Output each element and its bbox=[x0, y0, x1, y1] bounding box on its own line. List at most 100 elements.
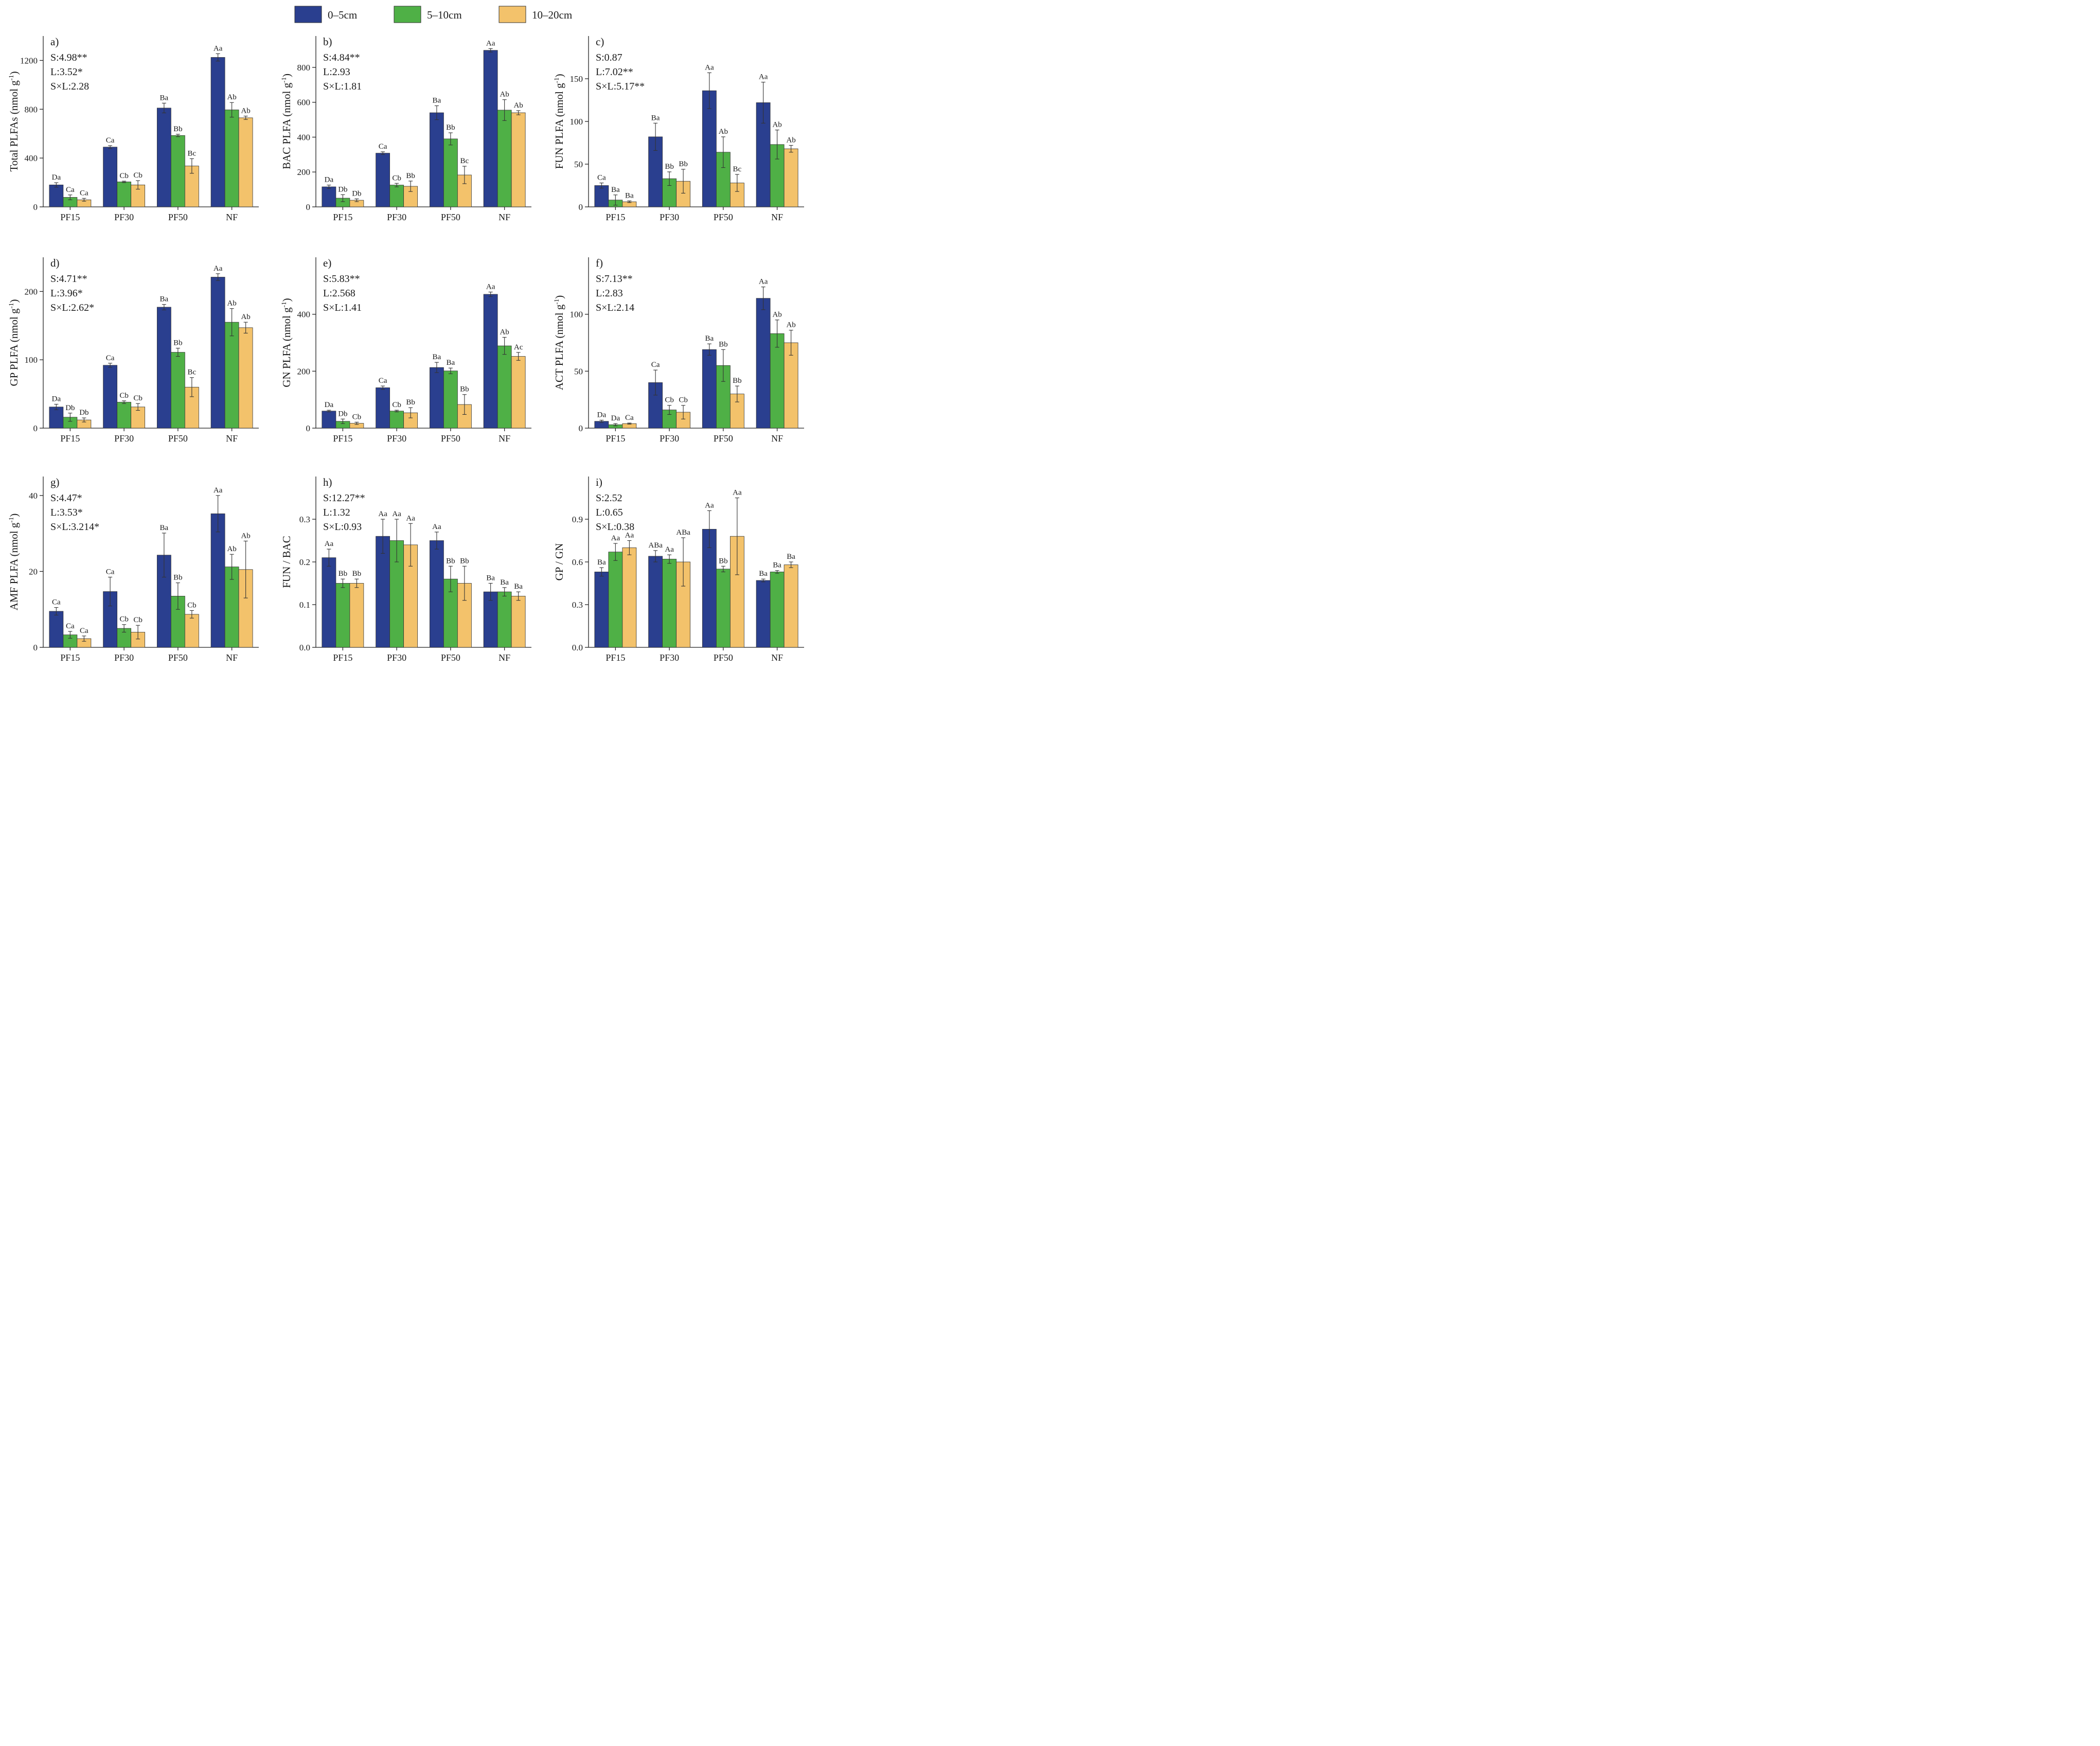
bar bbox=[210, 57, 225, 207]
significance-label: Aa bbox=[705, 501, 714, 509]
category-label: PF50 bbox=[168, 212, 188, 222]
bar bbox=[49, 184, 64, 207]
y-tick-label: 0.6 bbox=[572, 557, 583, 567]
legend: 0–5cm 5–10cm 10–20cm bbox=[0, 0, 807, 31]
significance-label: Db bbox=[338, 410, 347, 418]
significance-label: Cb bbox=[352, 413, 362, 421]
bar bbox=[770, 571, 785, 648]
stat-line: S:4.84** bbox=[323, 52, 360, 63]
bar bbox=[238, 327, 253, 429]
category-label: PF50 bbox=[714, 652, 733, 663]
stat-line: S×L:5.17** bbox=[596, 81, 645, 92]
significance-label: Cb bbox=[392, 174, 401, 182]
significance-label: Cb bbox=[133, 616, 143, 624]
significance-label: Ab bbox=[500, 91, 509, 99]
significance-label: Cb bbox=[665, 396, 674, 404]
y-axis-label-end: ) bbox=[8, 514, 20, 517]
y-axis-label-end: ) bbox=[553, 74, 565, 78]
y-tick-label: 0.9 bbox=[572, 515, 583, 524]
bar bbox=[497, 345, 512, 429]
category-label: PF15 bbox=[60, 212, 80, 222]
chart-svg: 0 100 200 GP PLFA (nmol g-1) d) S:4.71** L:3.9… bbox=[7, 257, 259, 444]
bar bbox=[389, 185, 404, 207]
significance-label: Ca bbox=[379, 143, 387, 151]
category-label: PF15 bbox=[60, 652, 80, 663]
y-tick-label: 0 bbox=[306, 202, 311, 212]
stat-line: S:4.98** bbox=[50, 52, 87, 63]
significance-label: Bb bbox=[446, 557, 455, 565]
y-tick-label: 0.1 bbox=[299, 600, 310, 610]
y-tick-label: 200 bbox=[25, 287, 38, 296]
chart-panel-d: 0 100 200 GP PLFA (nmol g-1) d) S:4.71** L:3.9… bbox=[0, 253, 268, 474]
significance-label: Cb bbox=[119, 172, 129, 180]
significance-label: Ba bbox=[160, 524, 169, 532]
stat-line: L:7.02** bbox=[596, 66, 633, 78]
stat-line: S:0.87 bbox=[596, 52, 622, 63]
significance-label: Ca bbox=[597, 174, 606, 182]
significance-label: Ca bbox=[106, 568, 115, 576]
stat-line: L:2.568 bbox=[323, 288, 355, 299]
category-label: NF bbox=[499, 652, 510, 663]
chart-panel-h: 0.0 0.1 0.2 0.3 FUN / BAC h) S:12.27** L:1.32 S×… bbox=[273, 472, 540, 694]
bar bbox=[729, 183, 744, 207]
category-label: PF30 bbox=[387, 652, 406, 663]
significance-label: Aa bbox=[325, 540, 334, 548]
significance-label: Ca bbox=[379, 377, 387, 385]
bar bbox=[429, 540, 444, 648]
significance-label: Bb bbox=[339, 570, 348, 578]
bar bbox=[716, 569, 731, 648]
stat-line: S×L:1.41 bbox=[323, 302, 362, 313]
category-label: NF bbox=[771, 652, 783, 663]
y-tick-label: 800 bbox=[297, 63, 311, 73]
stat-line: S×L:2.28 bbox=[50, 81, 89, 92]
y-axis-label: GN PLFA (nmol g-1) bbox=[280, 298, 293, 387]
legend-svg: 0–5cm 5–10cm 10–20cm bbox=[294, 6, 572, 23]
bar bbox=[389, 411, 404, 429]
significance-label: Bb bbox=[173, 125, 183, 133]
bar bbox=[170, 135, 185, 207]
category-label: NF bbox=[771, 433, 783, 444]
significance-label: ABa bbox=[648, 541, 663, 550]
significance-label: Aa bbox=[486, 283, 495, 291]
significance-label: Ca bbox=[651, 361, 660, 369]
significance-label: Ab bbox=[227, 299, 236, 308]
legend-label-2: 10–20cm bbox=[532, 9, 572, 21]
category-label: PF50 bbox=[441, 433, 460, 444]
y-tick-label: 0.3 bbox=[572, 600, 583, 610]
significance-label: Da bbox=[611, 414, 620, 422]
bar bbox=[335, 583, 350, 648]
bar bbox=[117, 181, 132, 207]
bar bbox=[156, 307, 171, 429]
bar bbox=[676, 412, 691, 429]
bar bbox=[622, 547, 637, 648]
y-axis-label-main: GP / GN bbox=[553, 543, 565, 581]
bar bbox=[103, 365, 118, 429]
category-label: PF30 bbox=[387, 212, 406, 222]
bar bbox=[756, 298, 771, 429]
significance-label: Ba bbox=[486, 574, 495, 583]
significance-label: Bb bbox=[173, 339, 183, 347]
y-axis-label: FUN PLFA (nmol g-1) bbox=[553, 74, 565, 169]
y-tick-label: 400 bbox=[25, 153, 38, 163]
y-axis-label-sup: -1 bbox=[7, 517, 15, 523]
significance-label: Ac bbox=[514, 343, 523, 351]
chart-panel-e: 0 200 400 GN PLFA (nmol g-1) e) S:5.83** L:2.5… bbox=[273, 253, 540, 474]
stat-line: S:4.47* bbox=[50, 492, 82, 504]
y-tick-label: 50 bbox=[574, 160, 583, 169]
legend-swatch-1 bbox=[394, 6, 421, 23]
y-tick-label: 600 bbox=[297, 98, 311, 108]
bar bbox=[103, 147, 118, 207]
significance-label: Da bbox=[597, 411, 607, 419]
bar bbox=[49, 611, 64, 648]
category-label: PF30 bbox=[660, 212, 679, 222]
chart-svg: 0 50 100 150 FUN PLFA (nmol g-1) c) S:0.87 L:7.… bbox=[553, 36, 804, 222]
significance-label: Aa bbox=[213, 44, 223, 52]
significance-label: Ab bbox=[719, 128, 728, 136]
significance-label: Bb bbox=[719, 340, 728, 348]
stat-line: S×L:2.14 bbox=[596, 302, 634, 313]
bar bbox=[483, 294, 498, 429]
bar bbox=[594, 185, 609, 207]
y-tick-label: 40 bbox=[29, 491, 38, 501]
bar bbox=[497, 110, 512, 207]
